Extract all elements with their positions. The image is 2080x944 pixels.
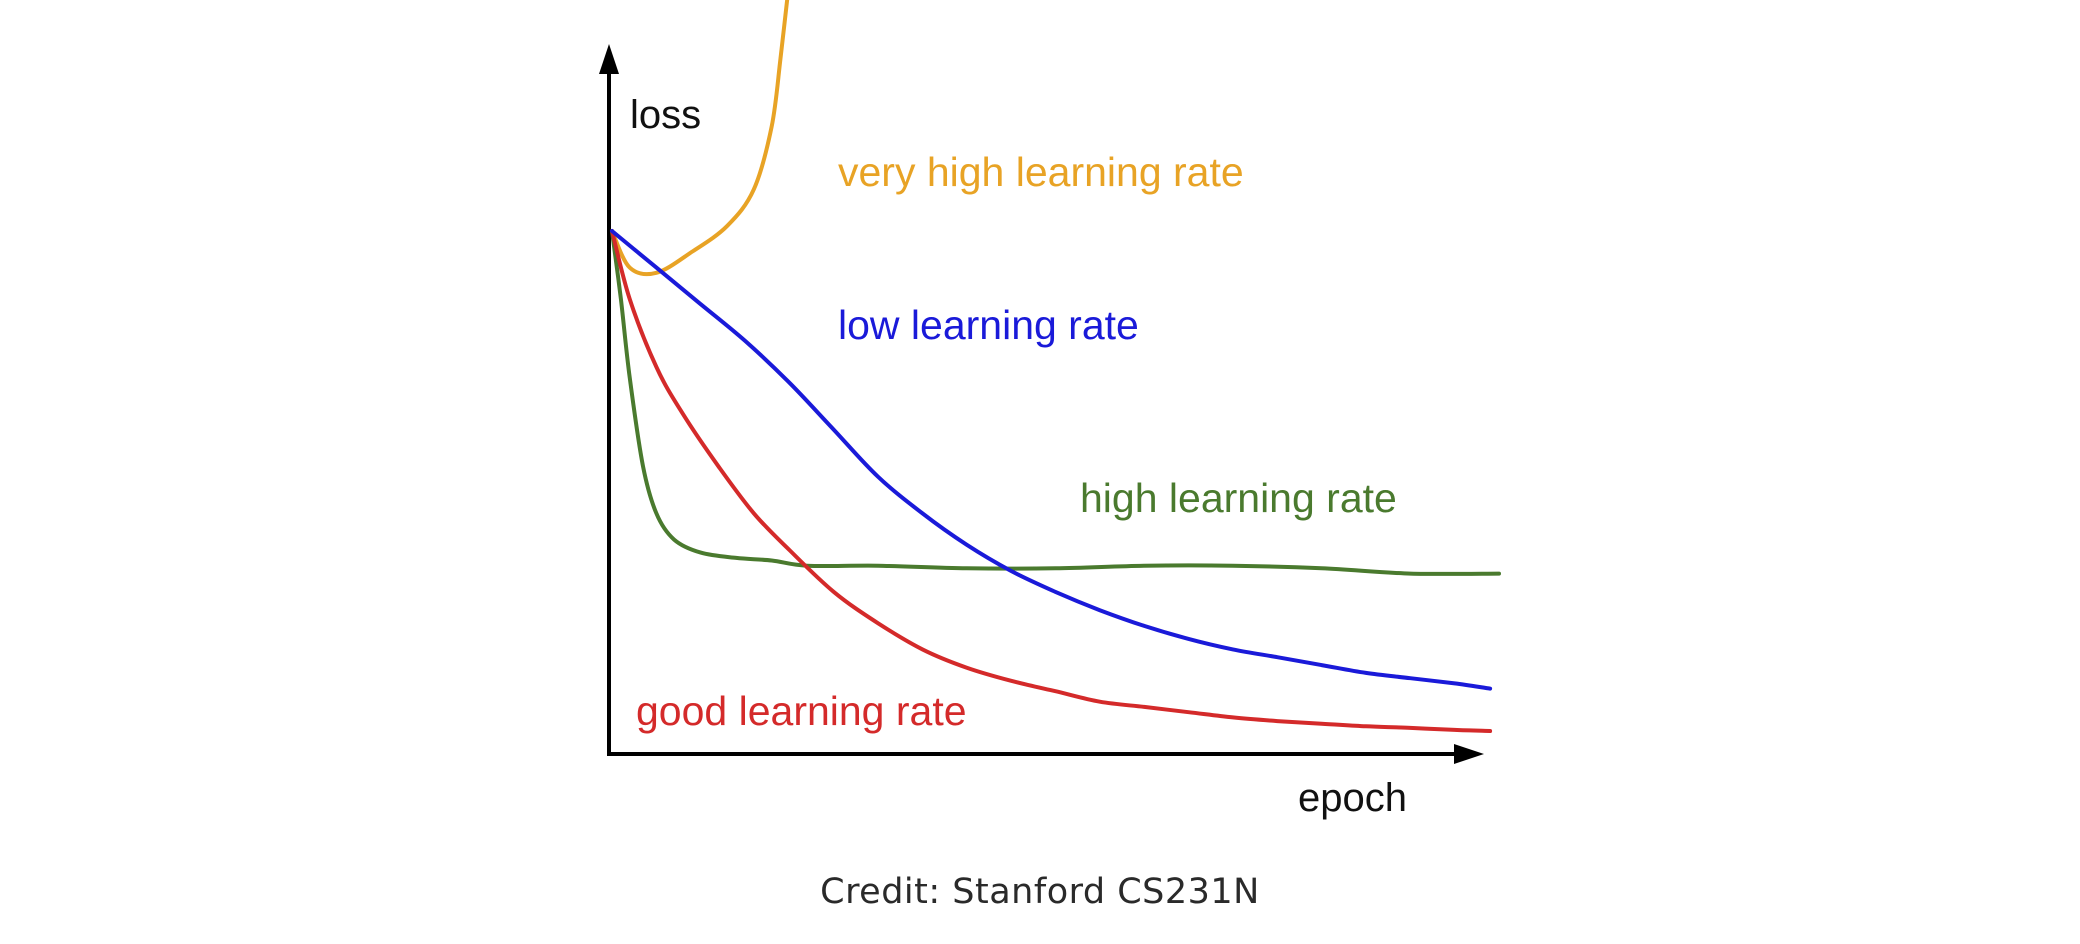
y-axis-label: loss [630,93,701,137]
series-label-low: low learning rate [838,302,1139,348]
series-line-very-high-learning-rate [610,0,790,277]
figure-caption: Credit: Stanford CS231N [820,872,1260,912]
series-line-high-learning-rate [610,229,1501,576]
series-line-good-learning-rate [610,229,1493,733]
series-label-high: high learning rate [1080,475,1397,521]
series-layer [610,0,1501,733]
series-line-low-learning-rate [610,229,1493,691]
series-label-very-high: very high learning rate [838,149,1244,195]
x-axis-arrow-icon [1454,744,1484,764]
x-axis-label: epoch [1298,776,1407,820]
y-axis-arrow-icon [599,44,619,74]
series-label-good: good learning rate [636,688,967,734]
